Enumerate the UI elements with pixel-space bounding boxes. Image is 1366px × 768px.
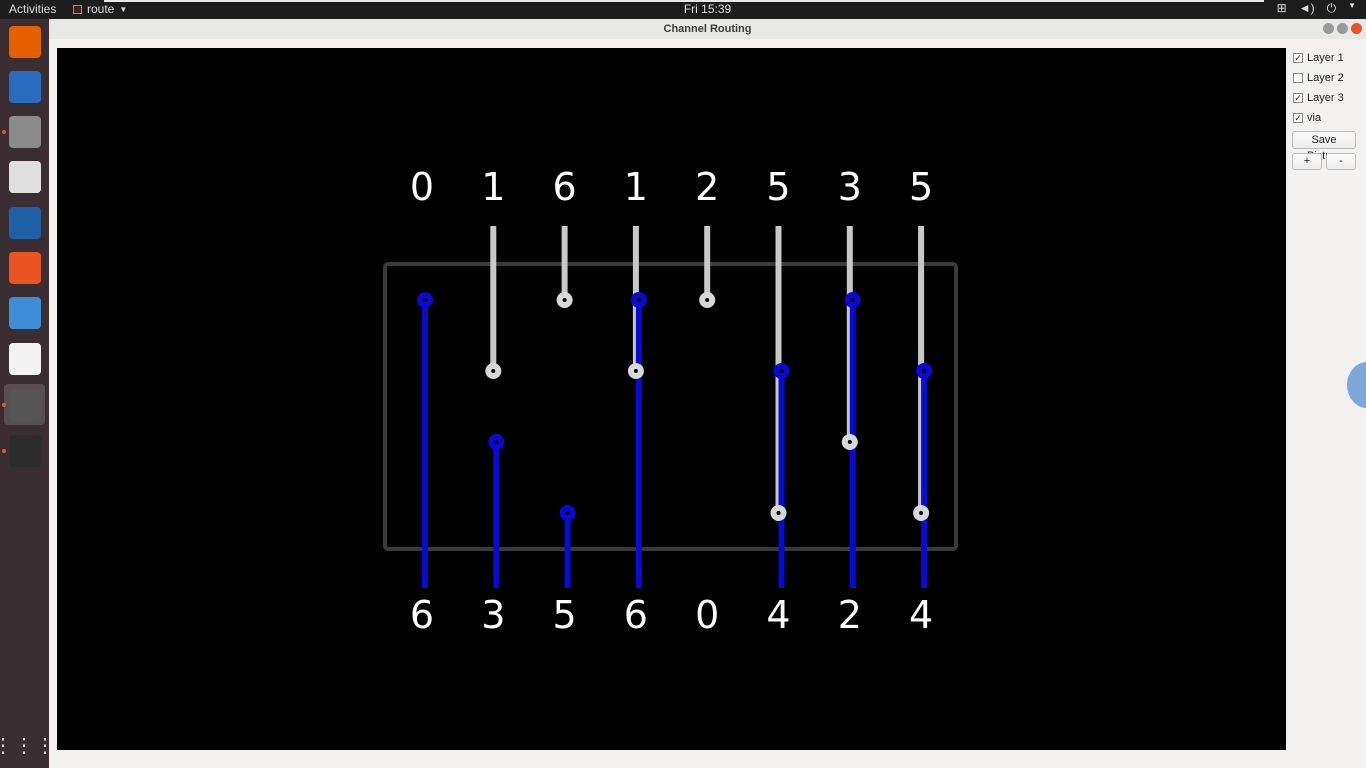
firefox-icon <box>8 25 41 58</box>
via-center <box>565 511 570 515</box>
bottom-pin-label: 0 <box>695 593 719 637</box>
bottom-pin-label: 5 <box>553 593 577 637</box>
dock-item-firefox[interactable] <box>4 21 45 62</box>
dock-item-files[interactable] <box>4 111 45 152</box>
thunderbird-icon <box>8 70 41 103</box>
dock: ⋮⋮⋮ <box>0 19 56 768</box>
help-icon <box>8 296 41 329</box>
app-window: Channel Routing 0 1 6 1 2 5 3 5 6 3 5 6 0 4 2 4 ✓ Layer … <box>49 19 1366 768</box>
top-pin-label: 1 <box>481 165 505 209</box>
running-indicator <box>2 403 6 407</box>
via-center <box>423 298 427 302</box>
top-pin-label: 2 <box>695 165 719 209</box>
software-icon <box>8 251 41 284</box>
checkbox-layer-1[interactable]: ✓ Layer 1 <box>1293 48 1362 68</box>
via-center <box>633 369 638 373</box>
top-pin-label: 3 <box>838 165 862 209</box>
bottom-pin-label: 2 <box>838 593 862 637</box>
minimize-button[interactable] <box>1323 23 1334 34</box>
window-title: Channel Routing <box>663 23 752 35</box>
bottom-pin-label: 4 <box>909 593 933 637</box>
running-indicator <box>2 130 6 134</box>
via-center <box>850 298 855 302</box>
activities-button[interactable]: Activities <box>9 2 57 16</box>
dock-item-software[interactable] <box>4 247 45 288</box>
dock-item-writer[interactable] <box>4 202 45 243</box>
checkbox-label: Layer 3 <box>1307 92 1344 104</box>
bottom-pin-label: 4 <box>766 593 790 637</box>
channel-boundary <box>383 262 958 551</box>
via-center <box>779 369 784 373</box>
checkbox-layer-3[interactable]: ✓ Layer 3 <box>1293 88 1362 108</box>
volume-icon[interactable]: ◄) <box>1298 1 1315 15</box>
dock-item-rhythmbox[interactable] <box>4 156 45 197</box>
top-pin-label: 6 <box>553 165 577 209</box>
checkbox-layer-2[interactable]: Layer 2 <box>1293 68 1362 88</box>
files-icon <box>8 115 41 148</box>
routing-canvas[interactable]: 0 1 6 1 2 5 3 5 6 3 5 6 0 4 2 4 <box>57 48 1286 750</box>
bottom-pin-label: 3 <box>481 593 505 637</box>
system-tray[interactable]: ⊞ ◄) ⏻ ▼ <box>1277 1 1356 16</box>
route-app-icon <box>8 388 41 421</box>
via-center <box>636 298 641 302</box>
app-menu-label: route <box>87 2 115 16</box>
app-menu[interactable]: route ▼ <box>73 2 127 16</box>
show-apps-icon[interactable]: ⋮⋮⋮ <box>0 734 56 757</box>
routing-drawing: 0 1 6 1 2 5 3 5 6 3 5 6 0 4 2 4 <box>383 165 958 637</box>
checkbox-label: via <box>1307 112 1322 124</box>
zoom-out-button[interactable]: - <box>1326 153 1356 170</box>
checkbox-box[interactable]: ✓ <box>1293 113 1303 123</box>
dock-item-help[interactable] <box>4 292 45 333</box>
dock-item-thunderbird[interactable] <box>4 66 45 107</box>
top-progress-line <box>104 0 1264 2</box>
chevron-down-icon: ▼ <box>119 4 128 14</box>
dock-item-terminal[interactable] <box>4 430 45 471</box>
app-icon <box>73 4 82 14</box>
via-center <box>776 511 781 515</box>
via-center <box>494 440 499 444</box>
terminal-icon <box>8 434 41 467</box>
via-center <box>847 440 852 444</box>
dock-item-amazon[interactable] <box>4 338 45 379</box>
window-titlebar[interactable]: Channel Routing <box>49 19 1366 39</box>
checkbox-via[interactable]: ✓ via <box>1293 108 1362 128</box>
bottom-pin-label: 6 <box>410 593 434 637</box>
via-center <box>919 511 924 515</box>
via-center <box>491 369 496 373</box>
chevron-down-icon[interactable]: ▼ <box>1348 1 1356 10</box>
top-pin-label: 0 <box>410 165 434 209</box>
control-panel: ✓ Layer 1 Layer 2 ✓ Layer 3 ✓ via Save Picture… <box>1292 48 1362 170</box>
bottom-pin-label: 6 <box>624 593 648 637</box>
via-center <box>705 298 710 302</box>
top-bar: Activities route ▼ Fri 15:39 ⊞ ◄) ⏻ ▼ <box>0 0 1366 19</box>
close-button[interactable] <box>1351 23 1362 34</box>
zoom-in-button[interactable]: + <box>1292 153 1322 170</box>
maximize-button[interactable] <box>1337 23 1348 34</box>
network-icon[interactable]: ⊞ <box>1276 1 1287 15</box>
top-pin-label: 1 <box>624 165 648 209</box>
power-icon[interactable]: ⏻ <box>1326 1 1337 15</box>
checkbox-box[interactable]: ✓ <box>1293 93 1303 103</box>
save-picture-button[interactable]: Save Picture <box>1292 131 1356 162</box>
top-pin-label: 5 <box>909 165 933 209</box>
writer-icon <box>8 206 41 239</box>
via-center <box>922 369 927 373</box>
checkbox-label: Layer 1 <box>1307 52 1344 64</box>
checkbox-box[interactable]: ✓ <box>1293 53 1303 63</box>
checkbox-label: Layer 2 <box>1307 72 1344 84</box>
via-center <box>562 298 567 302</box>
amazon-icon <box>8 342 41 375</box>
top-pin-label: 5 <box>766 165 790 209</box>
side-edge-handle[interactable] <box>1347 362 1366 408</box>
checkbox-box[interactable] <box>1293 73 1303 83</box>
running-indicator <box>2 449 6 453</box>
rhythmbox-icon <box>8 160 41 193</box>
dock-item-route-app[interactable] <box>4 384 45 425</box>
clock[interactable]: Fri 15:39 <box>683 2 732 16</box>
